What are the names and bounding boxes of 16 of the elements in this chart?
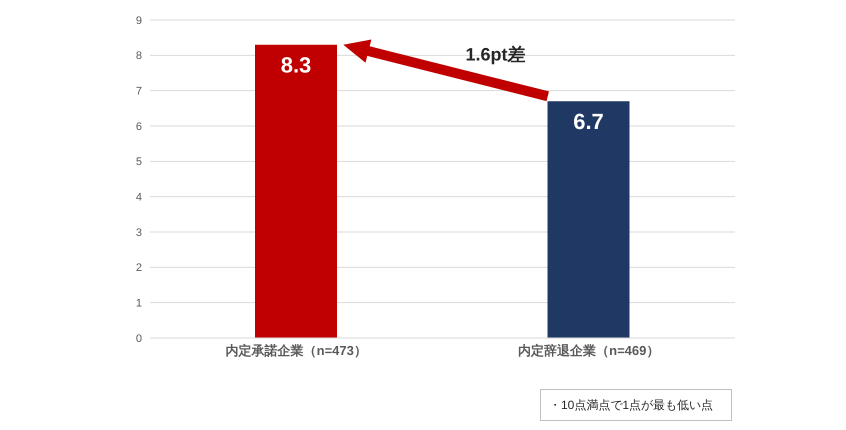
data-label: 6.7	[573, 108, 604, 134]
y-tick-label: 6	[136, 120, 142, 133]
annotation: 1.6pt差	[465, 44, 526, 64]
y-tick-label: 4	[136, 192, 142, 204]
y-tick-label: 7	[136, 86, 142, 98]
y-tick-label: 2	[136, 262, 142, 274]
text: ・10点満点で1点が最も低い点	[540, 389, 732, 421]
y-tick-label: 9	[136, 14, 142, 27]
y-tick-label: 5	[136, 156, 142, 168]
y-tick-label: 8	[136, 50, 142, 62]
y-tick-label: 0	[136, 332, 142, 345]
x-tick-label: 内定承諾企業（n=473）	[226, 343, 367, 358]
y-tick-label: 1	[136, 298, 142, 310]
y-tick-label: 3	[136, 226, 142, 239]
x-tick-label: 内定辞退企業（n=469）	[518, 343, 660, 358]
data-label: 8.3	[280, 52, 312, 78]
